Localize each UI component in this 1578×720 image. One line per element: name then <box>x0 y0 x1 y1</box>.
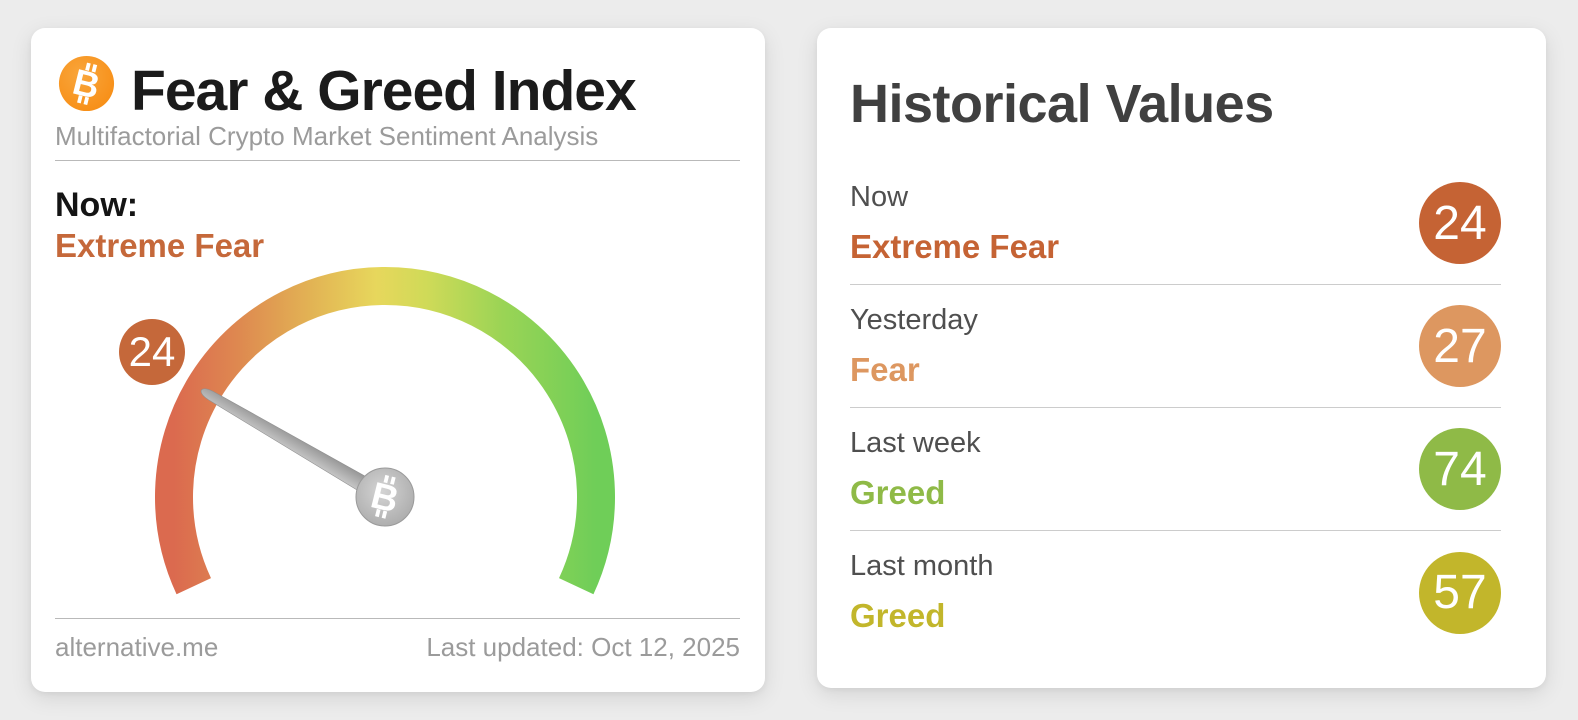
fear-greed-card: B Fear & Greed Index Multifactorial Cryp… <box>31 28 765 692</box>
row-value-badge: 27 <box>1419 305 1501 387</box>
historical-values-card: Historical Values Now Extreme Fear 24 Ye… <box>817 28 1546 688</box>
sentiment-gauge: B <box>135 257 665 617</box>
row-classification: Greed <box>850 597 946 634</box>
gauge-needle <box>200 388 390 505</box>
bitcoin-pivot-icon: B <box>355 467 415 527</box>
now-classification: Extreme Fear <box>55 227 265 264</box>
historical-rows: Now Extreme Fear 24 Yesterday Fear 27 La… <box>850 162 1501 654</box>
historical-row-last-month: Last month Greed 57 <box>850 531 1501 654</box>
historical-row-yesterday: Yesterday Fear 27 <box>850 285 1501 408</box>
last-updated-text: Last updated: Oct 12, 2025 <box>426 632 740 662</box>
row-label: Yesterday <box>850 303 978 336</box>
row-classification: Extreme Fear <box>850 227 1060 265</box>
row-label: Now <box>850 180 909 213</box>
row-classification: Fear <box>850 350 920 388</box>
row-label: Last month <box>850 550 994 582</box>
gauge-value-badge: 24 <box>119 319 185 385</box>
page-subtitle: Multifactorial Crypto Market Sentiment A… <box>55 121 599 151</box>
row-classification: Greed <box>850 473 946 511</box>
historical-row-last-week: Last week Greed 74 <box>850 408 1501 531</box>
historical-row-now: Now Extreme Fear 24 <box>850 162 1501 285</box>
historical-title: Historical Values <box>850 74 1274 134</box>
row-label: Last week <box>850 426 981 459</box>
page-title: Fear & Greed Index <box>131 59 637 123</box>
row-value-badge: 74 <box>1419 428 1501 510</box>
divider <box>55 160 740 161</box>
row-value-badge: 57 <box>1419 551 1501 634</box>
gauge-arc <box>155 267 615 595</box>
source-link[interactable]: alternative.me <box>55 632 219 662</box>
divider <box>55 618 740 619</box>
now-label: Now: <box>55 186 139 224</box>
bitcoin-logo-icon: B <box>58 55 115 112</box>
row-value-badge: 24 <box>1419 182 1501 264</box>
